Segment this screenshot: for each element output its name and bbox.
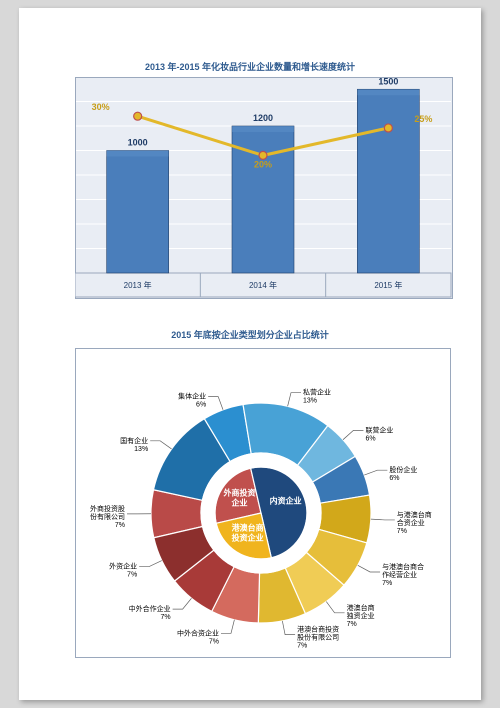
outer-slice-pct: 7%	[127, 572, 137, 579]
outer-slice-pct: 7%	[397, 528, 407, 535]
outer-slice-pct: 7%	[347, 621, 357, 628]
outer-slice-label: 外资企业	[109, 562, 137, 571]
outer-slice-label: 股份有限公司	[297, 633, 339, 642]
outer-slice-label: 集体企业	[178, 392, 206, 401]
inner-slice-label: 投资企业	[232, 532, 264, 542]
outer-slice-pct: 13%	[303, 398, 317, 405]
outer-slice-pct: 6%	[389, 475, 399, 482]
inner-slice-label: 内资企业	[270, 495, 302, 505]
outer-slice-label: 港澳台商	[347, 603, 375, 612]
outer-slice-label: 独资企业	[347, 611, 375, 620]
outer-slice-label: 与港澳台商	[397, 510, 432, 519]
outer-slice-pct: 7%	[161, 614, 171, 621]
outer-slice-label: 联营企业	[365, 425, 393, 434]
outer-slice-pct: 6%	[365, 435, 375, 442]
outer-slice-pct: 7%	[297, 643, 307, 650]
pie-chart-svg: 外商投资企业内资企业港澳台商投资企业外商投资股份有限公司7%国有企业13%集体企…	[19, 8, 481, 700]
page: 2013 年-2015 年化妆品行业企业数量和增长速度统计 10002013 年…	[19, 8, 481, 700]
outer-slice-pct: 6%	[196, 402, 206, 409]
outer-slice-pct: 7%	[115, 522, 125, 529]
outer-slice-label: 合资企业	[397, 518, 425, 527]
outer-slice-label: 私营企业	[303, 388, 331, 397]
outer-slice-label: 国有企业	[120, 436, 148, 445]
inner-slice-label: 外商投资	[224, 488, 256, 498]
outer-slice-pct: 13%	[134, 446, 148, 453]
outer-slice-label: 港澳台商投资	[297, 625, 339, 634]
outer-slice-label: 与港澳台商合	[382, 562, 424, 571]
outer-slice-label: 外商投资股	[90, 504, 125, 513]
outer-slice-pct: 7%	[382, 580, 392, 587]
outer-slice-label: 中外合资企业	[177, 628, 219, 637]
outer-slice-label: 股份企业	[389, 465, 417, 474]
outer-slice-label: 中外合作企业	[129, 604, 171, 613]
inner-slice-label: 企业	[231, 498, 248, 508]
inner-slice-label: 港澳台商	[232, 522, 264, 532]
outer-slice-label: 份有限公司	[90, 512, 125, 521]
outer-slice-label: 作经营企业	[382, 570, 417, 579]
outer-slice-pct: 7%	[209, 638, 219, 645]
